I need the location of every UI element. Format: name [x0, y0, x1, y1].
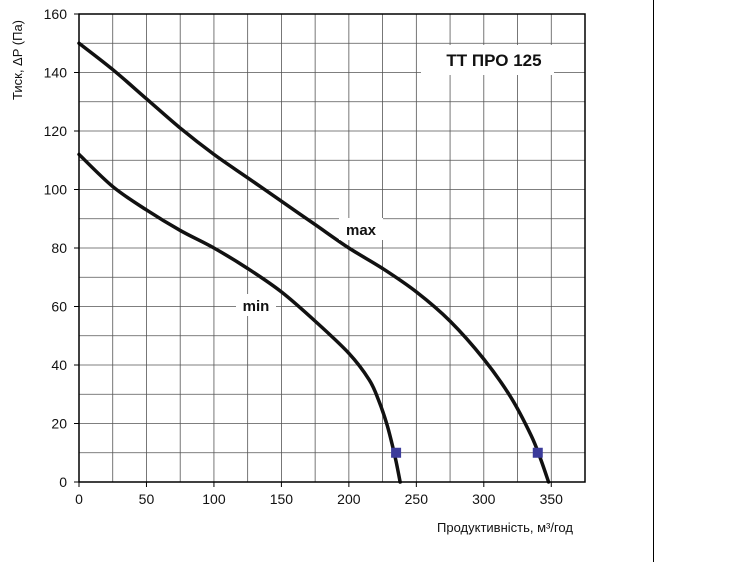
- series-label-max-background: [339, 218, 383, 240]
- chart-operating-points: [391, 447, 543, 458]
- series-label-min-background: [236, 294, 276, 316]
- x-tick-label: 50: [139, 491, 155, 507]
- operating-point-min: [391, 447, 402, 458]
- y-tick-label: 80: [51, 240, 67, 256]
- y-tick-label: 140: [44, 65, 68, 81]
- x-tick-label: 300: [472, 491, 496, 507]
- x-tick-label: 0: [75, 491, 83, 507]
- x-tick-label: 150: [270, 491, 294, 507]
- y-tick-label: 120: [44, 123, 68, 139]
- x-tick-label: 250: [405, 491, 429, 507]
- right-divider-line: [653, 0, 654, 562]
- y-tick-label: 20: [51, 416, 67, 432]
- y-axis-ticks: 0 20 40 60 80 100 120 140 160: [44, 6, 79, 490]
- series-line-max: [77, 41, 551, 484]
- chart-title: ТТ ПРО 125: [446, 51, 541, 70]
- y-tick-label: 160: [44, 6, 68, 22]
- chart-curves: [77, 41, 551, 484]
- y-tick-label: 40: [51, 357, 67, 373]
- y-tick-label: 100: [44, 182, 68, 198]
- x-tick-label: 100: [202, 491, 226, 507]
- series-label-min: min: [243, 298, 270, 315]
- x-axis-ticks: 0 50 100 150 200 250 300 350: [75, 482, 563, 507]
- x-tick-label: 350: [540, 491, 564, 507]
- series-label-max: max: [346, 222, 377, 239]
- chart-title-background: [421, 45, 554, 75]
- series-line-min: [77, 152, 402, 484]
- x-tick-label: 200: [337, 491, 361, 507]
- operating-point-max: [532, 447, 543, 458]
- y-tick-label: 0: [59, 474, 67, 490]
- y-axis-title: Тиск, ΔP (Па): [10, 20, 25, 100]
- x-axis-title: Продуктивність, м³/год: [437, 520, 573, 535]
- y-tick-label: 60: [51, 299, 67, 315]
- chart-grid: [79, 14, 585, 482]
